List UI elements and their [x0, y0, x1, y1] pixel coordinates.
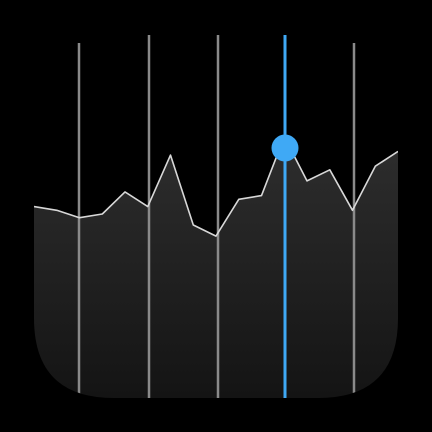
price-area-fill — [34, 137, 398, 398]
price-chart — [34, 35, 398, 398]
selection-point — [272, 135, 299, 162]
